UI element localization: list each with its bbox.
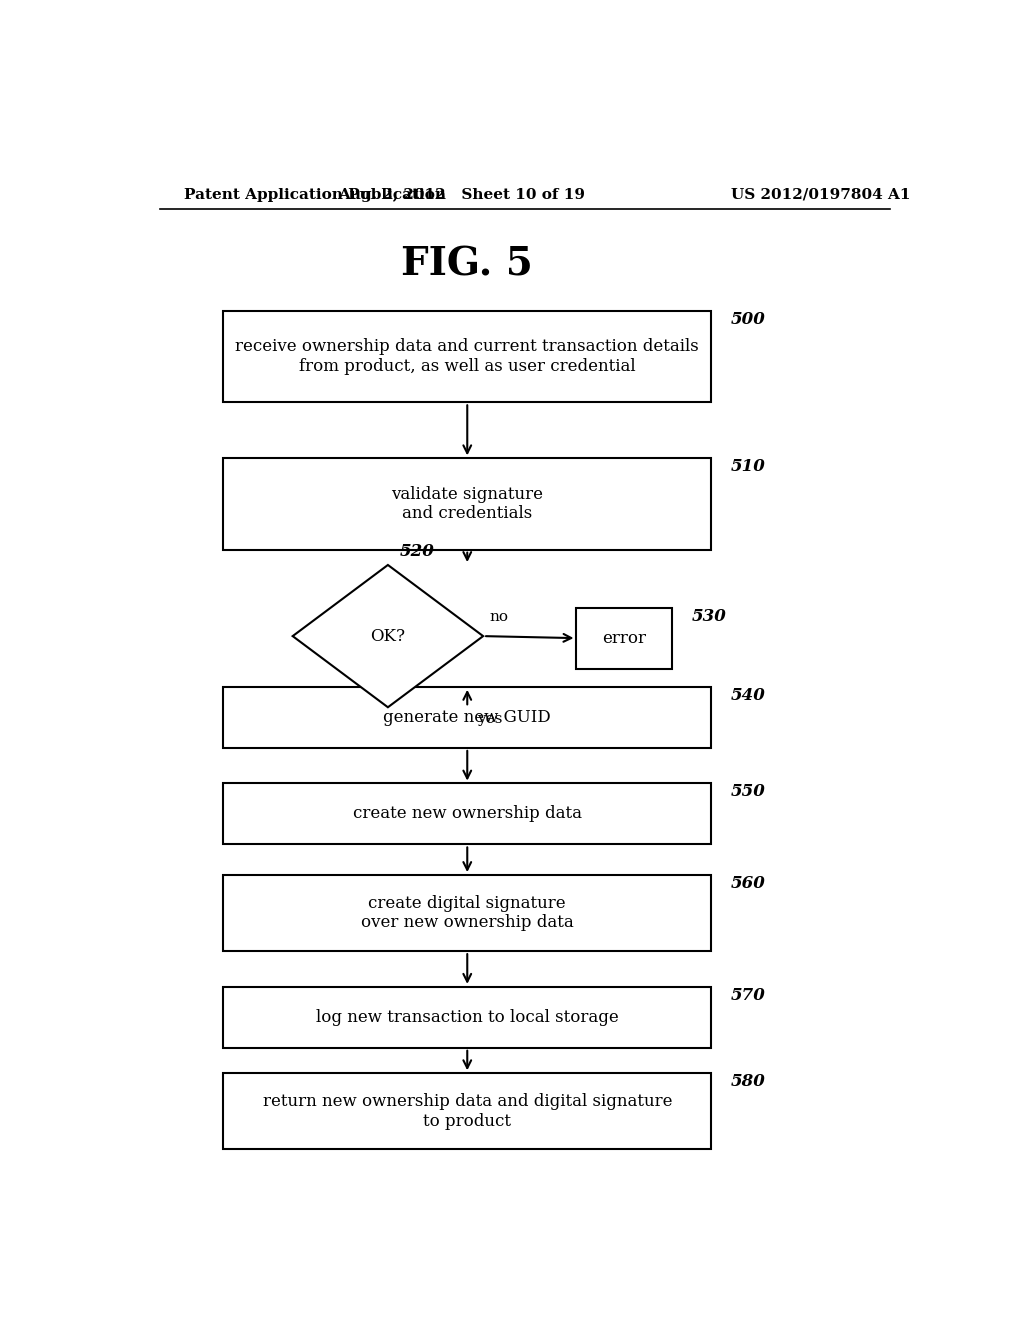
Bar xyxy=(223,458,712,549)
Bar xyxy=(223,987,712,1048)
Text: Aug. 2, 2012   Sheet 10 of 19: Aug. 2, 2012 Sheet 10 of 19 xyxy=(338,187,585,202)
Text: create new ownership data: create new ownership data xyxy=(352,805,582,822)
Bar xyxy=(223,784,712,845)
Text: return new ownership data and digital signature
to product: return new ownership data and digital si… xyxy=(262,1093,672,1130)
Text: 500: 500 xyxy=(731,312,766,327)
Text: generate new GUID: generate new GUID xyxy=(383,709,551,726)
Text: no: no xyxy=(489,610,509,624)
Bar xyxy=(223,1073,712,1150)
Bar xyxy=(223,875,712,952)
Text: yes: yes xyxy=(477,713,502,726)
Text: OK?: OK? xyxy=(371,627,406,644)
Text: 550: 550 xyxy=(731,784,766,800)
Text: FIG. 5: FIG. 5 xyxy=(401,246,534,282)
Bar xyxy=(223,686,712,748)
Text: 580: 580 xyxy=(731,1073,766,1090)
Text: 570: 570 xyxy=(731,987,766,1003)
Text: receive ownership data and current transaction details
from product, as well as : receive ownership data and current trans… xyxy=(236,338,699,375)
Text: 520: 520 xyxy=(399,543,434,560)
Text: log new transaction to local storage: log new transaction to local storage xyxy=(315,1008,618,1026)
Text: Patent Application Publication: Patent Application Publication xyxy=(183,187,445,202)
Text: error: error xyxy=(602,630,646,647)
Text: 540: 540 xyxy=(731,686,766,704)
Text: 510: 510 xyxy=(731,458,766,475)
Text: US 2012/0197804 A1: US 2012/0197804 A1 xyxy=(731,187,910,202)
Text: validate signature
and credentials: validate signature and credentials xyxy=(391,486,544,523)
Text: create digital signature
over new ownership data: create digital signature over new owners… xyxy=(360,895,573,932)
Text: 530: 530 xyxy=(691,607,726,624)
Polygon shape xyxy=(293,565,483,708)
Text: 560: 560 xyxy=(731,875,766,892)
Bar xyxy=(577,607,672,669)
Bar xyxy=(223,312,712,403)
